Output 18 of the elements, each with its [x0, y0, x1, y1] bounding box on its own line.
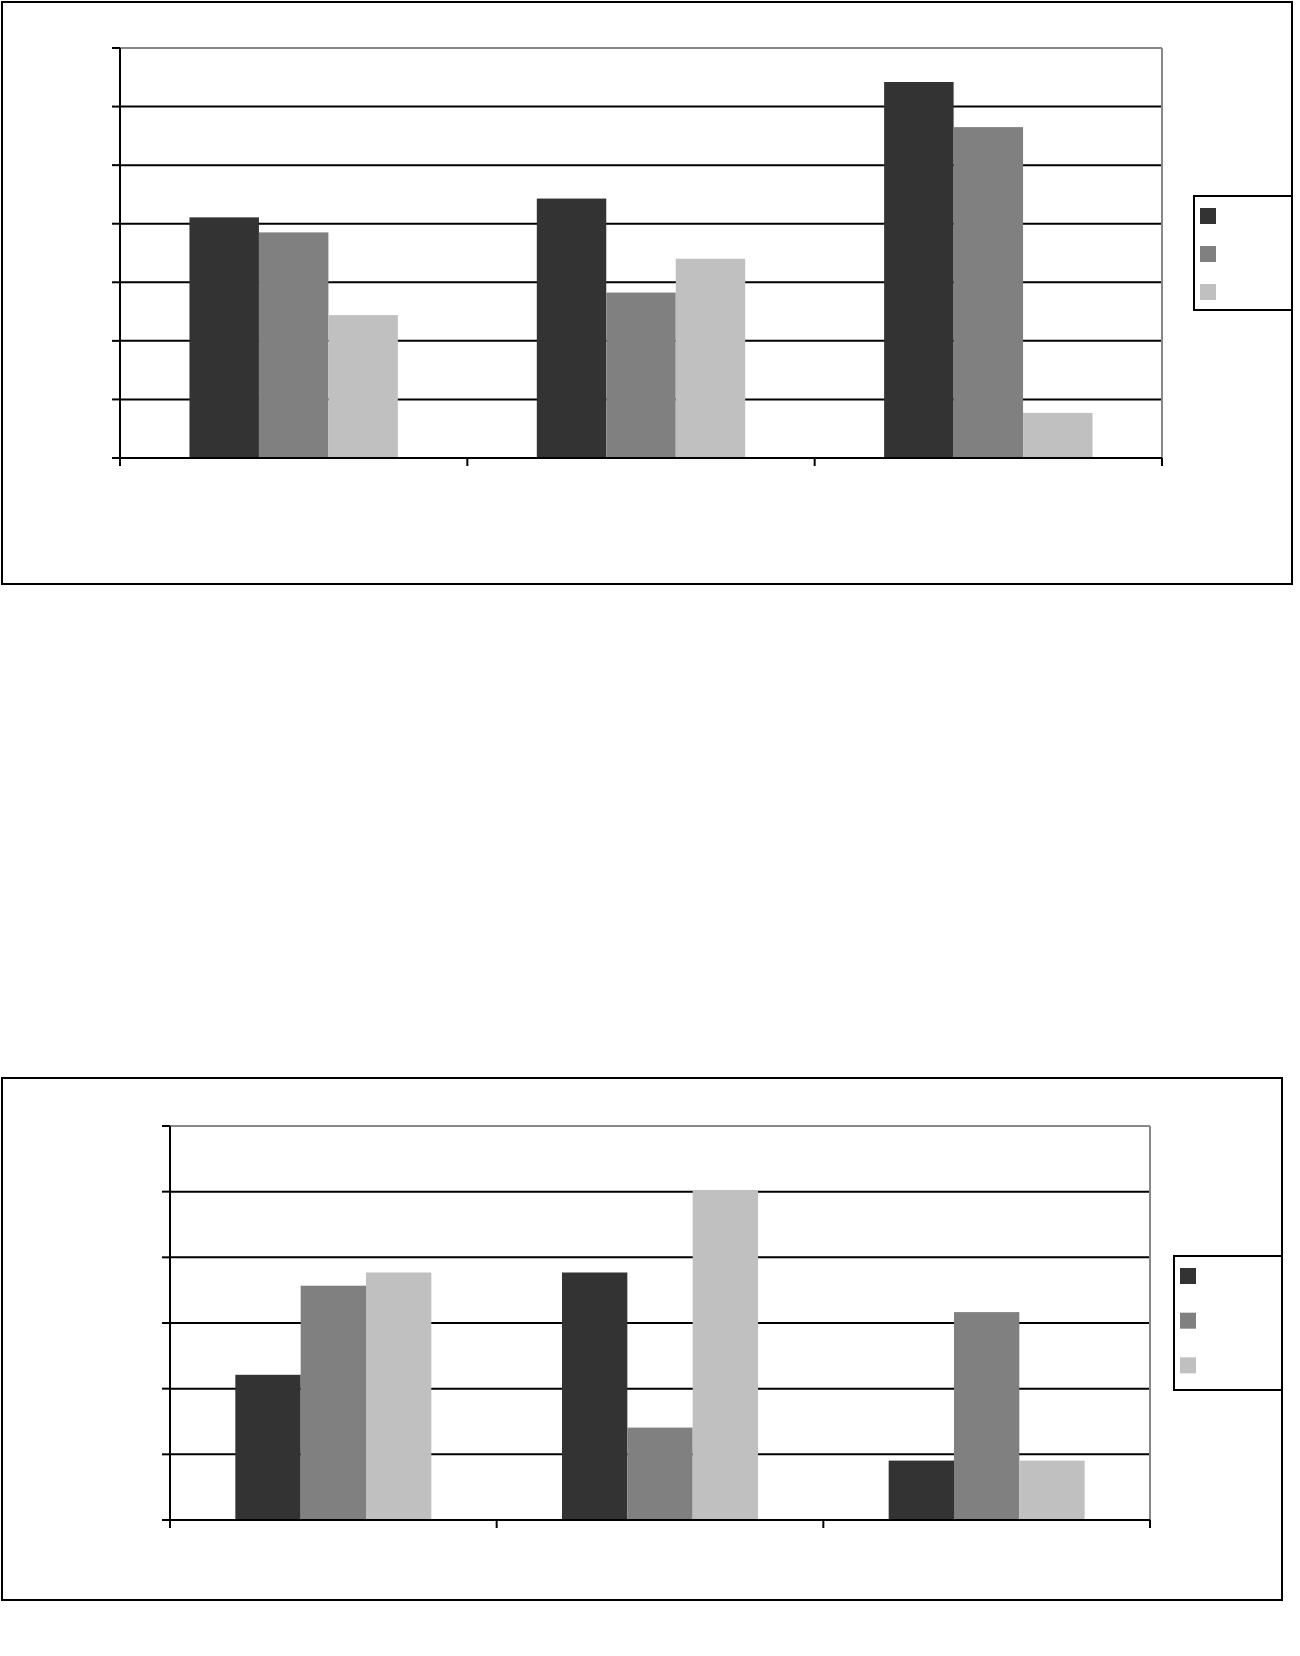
bar — [235, 1374, 301, 1520]
bar — [953, 127, 1024, 458]
bar — [189, 217, 259, 458]
bar — [954, 1312, 1020, 1520]
bar — [1019, 1460, 1085, 1520]
bar — [536, 198, 607, 458]
bar — [692, 1190, 758, 1520]
bar — [606, 292, 676, 458]
bar — [1023, 412, 1093, 458]
bar — [675, 258, 746, 458]
bar — [328, 315, 398, 458]
bar — [888, 1460, 954, 1520]
bar — [366, 1272, 432, 1520]
bar — [884, 82, 954, 458]
bar — [627, 1427, 693, 1520]
bar — [562, 1272, 628, 1520]
bar — [258, 232, 329, 458]
bar — [300, 1285, 366, 1520]
